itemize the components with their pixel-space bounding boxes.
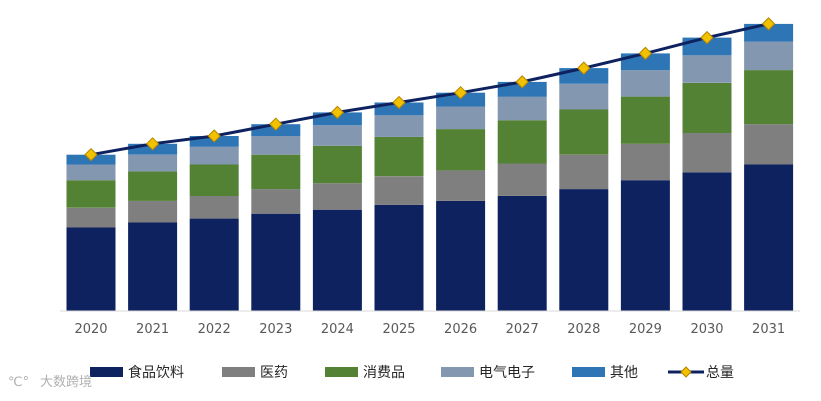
bar-segment-2030-series-1 (682, 133, 732, 173)
bar-segment-2026-series-1 (436, 170, 486, 201)
total-marker-2029 (638, 46, 653, 61)
total-marker-2023 (269, 117, 283, 131)
bar-segment-2031-series-0 (744, 164, 794, 311)
bar-segment-2020-series-0 (66, 227, 116, 311)
bar-segment-2024-series-2 (312, 145, 362, 184)
bar-segment-2020-series-3 (66, 164, 116, 181)
bar-segment-2030-series-3 (682, 55, 732, 83)
bar-segment-2022-series-2 (189, 164, 239, 196)
x-tick-label: 2027 (506, 322, 539, 337)
bar-segment-2027-series-2 (497, 120, 547, 164)
total-line-path (90, 22, 769, 157)
x-tick-label: 2021 (136, 322, 169, 337)
bar-segment-2026-series-3 (436, 106, 486, 130)
x-tick-label: 2025 (382, 322, 415, 337)
x-axis-ticks: 2020 2021 2022 2023 2024 2025 2026 2027 2028 2029… (74, 322, 785, 337)
x-tick-label: 2031 (752, 322, 785, 337)
bar-segment-2022-series-3 (189, 146, 239, 165)
total-marker-2025 (392, 95, 406, 110)
bar-segment-2030-series-2 (682, 82, 732, 133)
total-marker-2020 (84, 147, 98, 162)
bar-segment-2025-series-0 (374, 204, 424, 311)
bar-segment-2023-series-0 (251, 213, 301, 311)
legend-swatch-series-4 (572, 367, 605, 377)
watermark: ℃° 大数跨境 (8, 375, 92, 390)
total-marker-2024 (330, 105, 345, 120)
bar-segment-2022-series-1 (189, 195, 239, 219)
bar-segment-2022-series-0 (189, 218, 239, 311)
bar-segment-2027-series-3 (497, 96, 547, 121)
bar-segment-2028-series-2 (559, 109, 609, 155)
x-tick-label: 2020 (74, 322, 107, 337)
legend-label: 电气电子 (479, 365, 535, 381)
total-marker-2031 (761, 17, 776, 31)
bar-segment-2020-series-2 (66, 180, 116, 208)
bar-segment-2024-series-1 (312, 183, 362, 210)
total-marker-2030 (700, 30, 714, 45)
x-tick-label: 2029 (629, 322, 662, 337)
bar-segment-2029-series-3 (620, 70, 670, 97)
bar-segment-2027-series-0 (497, 195, 547, 311)
bar-segment-2023-series-2 (251, 154, 301, 190)
legend-swatch-series-2 (325, 367, 358, 377)
bar-segment-2031-series-4 (744, 23, 794, 42)
watermark-text: 大数跨境 (40, 375, 92, 390)
bar-segment-2028-series-0 (559, 189, 609, 311)
total-marker-2021 (145, 137, 160, 151)
legend-swatch-series-0 (90, 367, 123, 377)
bar-segment-2027-series-4 (497, 81, 547, 97)
bar-segment-2021-series-1 (128, 200, 178, 223)
bar-segment-2027-series-1 (497, 163, 547, 196)
bar-segment-2025-series-2 (374, 136, 424, 177)
total-marker-2027 (515, 75, 529, 89)
x-tick-label: 2030 (690, 322, 723, 337)
bar-segment-2029-series-0 (620, 180, 670, 311)
bar-segment-2025-series-3 (374, 115, 424, 137)
legend-label: 其他 (610, 365, 638, 381)
legend: 食品饮料 医药 消费品 电气电子 其他 总量 (90, 364, 734, 381)
bar-segment-2029-series-1 (620, 143, 670, 181)
total-marker-2026 (453, 85, 468, 100)
bar-segment-2026-series-0 (436, 200, 486, 311)
bar-segment-2028-series-3 (559, 83, 609, 110)
bar-segment-2024-series-3 (312, 125, 362, 146)
bar-segment-2031-series-1 (744, 124, 794, 165)
x-tick-label: 2024 (321, 322, 354, 337)
x-tick-label: 2028 (567, 322, 600, 337)
bar-segment-2023-series-1 (251, 189, 301, 214)
bar-segment-2021-series-3 (128, 154, 178, 172)
legend-marker-total (680, 366, 692, 378)
x-tick-label: 2026 (444, 322, 477, 337)
total-marker-2022 (207, 129, 221, 143)
bar-segment-2021-series-2 (128, 171, 178, 201)
bar-segment-2021-series-0 (128, 222, 178, 311)
total-line-group (84, 17, 776, 162)
legend-label: 总量 (706, 365, 734, 381)
bar-segment-2031-series-2 (744, 70, 794, 125)
x-tick-label: 2022 (198, 322, 231, 337)
bar-segment-2023-series-3 (251, 136, 301, 155)
legend-label: 食品饮料 (128, 364, 184, 381)
bars-group (66, 23, 794, 311)
watermark-logo-icon: ℃° (8, 375, 29, 390)
x-tick-label: 2023 (259, 322, 292, 337)
bar-segment-2031-series-3 (744, 41, 794, 71)
legend-label: 消费品 (363, 365, 405, 381)
bar-segment-2020-series-1 (66, 207, 116, 228)
legend-label: 医药 (260, 365, 288, 381)
total-marker-2028 (577, 61, 591, 75)
bar-segment-2028-series-1 (559, 154, 609, 190)
bar-segment-2029-series-2 (620, 96, 670, 144)
legend-swatch-series-3 (441, 367, 474, 377)
bar-segment-2030-series-0 (682, 172, 732, 311)
legend-swatch-series-1 (222, 367, 255, 377)
bar-segment-2026-series-2 (436, 129, 486, 171)
bar-segment-2025-series-1 (374, 176, 424, 205)
bar-segment-2024-series-0 (312, 209, 362, 311)
